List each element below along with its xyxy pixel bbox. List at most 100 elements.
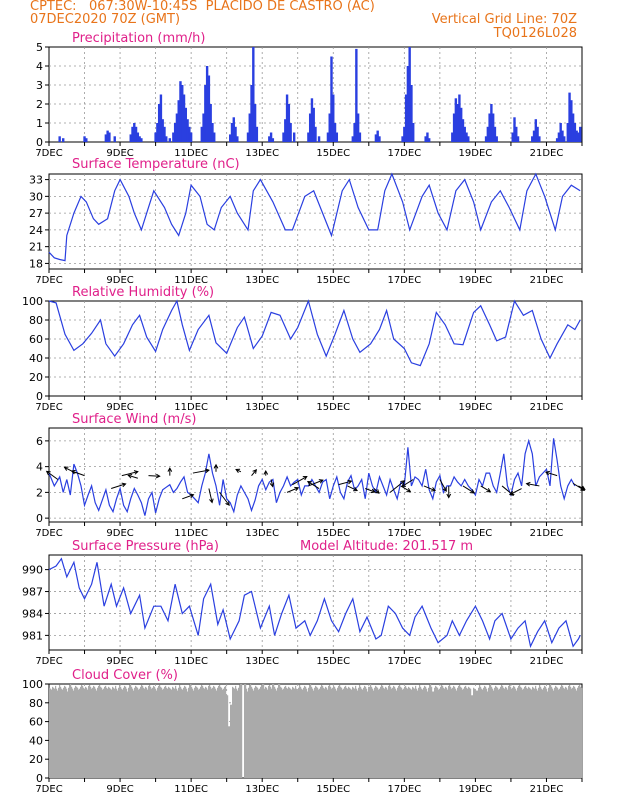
pressure-line <box>48 557 581 649</box>
cloud-bar <box>247 691 249 778</box>
cloud-bar <box>474 688 476 778</box>
precip-bar <box>207 75 211 142</box>
cloud-bar <box>446 687 448 778</box>
precip-bar <box>579 126 582 142</box>
precip-bar <box>332 94 335 142</box>
precip-bar <box>491 113 495 142</box>
cloud-bar <box>79 688 81 778</box>
precip-bar <box>85 138 88 142</box>
cloud-bar <box>65 686 67 778</box>
temp-date-label: 21DEC <box>530 275 564 286</box>
cloud-bar <box>377 687 379 778</box>
cloud-bar <box>516 690 518 778</box>
cloud-ytick-label: 20 <box>29 753 43 766</box>
cloud-bar <box>445 686 447 778</box>
precip-bar <box>246 132 250 142</box>
cloud-bar <box>368 686 370 778</box>
cloud-bar <box>351 689 353 778</box>
cloud-bar <box>69 684 71 778</box>
cloud-bar <box>161 687 163 778</box>
cloud-bar <box>190 684 192 778</box>
precip-bar <box>271 138 275 142</box>
cloud-bar <box>385 686 387 778</box>
cloud-bar <box>397 687 399 778</box>
cloud-bar <box>101 687 103 778</box>
cloud-bar <box>81 684 83 778</box>
cloud-bar <box>414 688 416 778</box>
cloud-bar <box>517 687 519 778</box>
precip-bar <box>563 136 566 142</box>
cloud-bar <box>504 688 506 778</box>
cloud-bar <box>50 688 52 778</box>
precip-bar <box>456 104 459 142</box>
cloud-bar <box>103 688 105 778</box>
precip-bar <box>451 132 454 142</box>
cloud-bar <box>109 687 111 778</box>
temp-date-label: 9DEC <box>106 275 133 286</box>
cloud-bar <box>467 688 469 778</box>
cloud-bar <box>76 686 78 778</box>
cloud-bar <box>270 686 272 778</box>
cloud-bar <box>535 685 537 778</box>
wind-arrow <box>70 469 85 477</box>
cloud-bar <box>320 686 322 778</box>
precip-bar <box>356 113 360 142</box>
cloud-bar <box>369 686 371 778</box>
cloud-bar <box>395 688 397 778</box>
wind-arrow <box>544 470 558 477</box>
cloud-bar <box>454 686 456 778</box>
cloud-bar <box>370 684 372 778</box>
cloud-bar <box>333 685 335 778</box>
cloud-bar <box>133 690 135 778</box>
cloud-bar <box>204 688 206 778</box>
cloud-bar <box>466 687 468 778</box>
cloud-bar <box>388 685 390 778</box>
cloud-bar <box>162 689 164 778</box>
cloud-bar <box>528 686 530 778</box>
precip-bar <box>538 136 541 142</box>
rh-title: Relative Humidity (%) <box>72 285 214 300</box>
cloud-bar <box>464 686 466 778</box>
cloud-bar <box>413 687 415 778</box>
wind-arrow <box>306 481 320 489</box>
precip-bar <box>531 136 534 142</box>
cloud-bar <box>154 686 156 778</box>
cloud-bar <box>418 687 420 778</box>
cloud-bar <box>303 687 305 778</box>
precip-bar <box>568 92 571 142</box>
cloud-bar <box>67 691 69 778</box>
wind-arrow <box>462 485 476 494</box>
cloud-bar <box>463 688 465 778</box>
cloud-bar <box>460 686 462 778</box>
wind-date-label: 21DEC <box>530 528 564 539</box>
cloud-bar <box>419 684 421 778</box>
cloud-bar <box>181 688 183 778</box>
precip-bar <box>269 132 273 142</box>
pressure-date-label: 21DEC <box>530 656 564 667</box>
cloud-bar <box>237 690 239 778</box>
cloud-bar <box>167 688 169 778</box>
wind-arrow <box>148 473 161 479</box>
cloud-bar <box>399 684 401 778</box>
cloud-bar <box>327 689 329 778</box>
precip-bar <box>555 138 559 142</box>
cloud-bar <box>507 689 509 778</box>
rh-frame <box>48 300 583 397</box>
cloud-bar <box>379 688 381 778</box>
cloud-bar <box>554 687 556 778</box>
cloud-bar <box>279 684 281 778</box>
cloud-bar <box>357 690 359 778</box>
cloud-bar <box>565 686 567 778</box>
wind-panel: 0 2 4 6 7DEC 9DEC 11DEC 13DEC 15DEC 17DEC 19DEC 21D… <box>35 412 586 539</box>
precip-bar <box>573 123 577 142</box>
wind-date-label: 13DEC <box>245 528 279 539</box>
cloud-bar <box>420 686 422 778</box>
cloud-bar <box>573 685 575 778</box>
precip-bar <box>406 66 410 142</box>
cloud-bar <box>137 687 139 778</box>
cloud-bar <box>72 688 74 778</box>
cloud-bar <box>509 684 511 778</box>
rh-panel: 0 20 40 60 80 100 7DEC 9DEC 11DEC 13DEC 15DEC 17DEC… <box>22 285 583 413</box>
cloud-bar <box>285 685 287 778</box>
cloud-bar <box>450 686 452 778</box>
